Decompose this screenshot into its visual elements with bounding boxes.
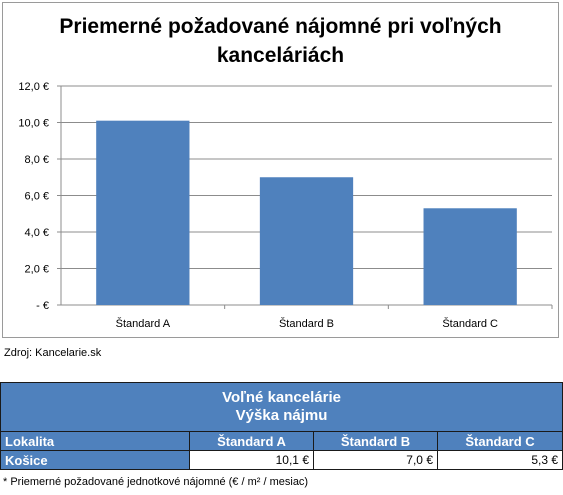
chart-title: Priemerné požadované nájomné pri voľných…	[59, 15, 502, 67]
header-standard-a: Štandard A	[189, 431, 314, 451]
y-tick-label: 10,0 €	[18, 118, 49, 130]
bar-2	[259, 177, 354, 305]
footnote: * Priemerné požadované jednotkové nájomn…	[3, 476, 309, 488]
table-header-row: Lokalita Štandard A Štandard B Štandard …	[0, 431, 563, 451]
chart-frame: Priemerné požadované nájomné pri voľných…	[2, 2, 559, 338]
header-standard-c: Štandard C	[436, 431, 563, 451]
table-title-line1: Voľné kancelárie	[222, 389, 341, 406]
header-lokalita: Lokalita	[0, 431, 190, 451]
rent-table: Voľné kancelárie Výška nájmu Lokalita Št…	[0, 382, 563, 470]
y-tick-label: 12,0 €	[18, 81, 49, 93]
cell-standard-b: 7,0 €	[313, 450, 438, 470]
bar-1	[96, 120, 190, 305]
cell-standard-c: 5,3 €	[436, 450, 563, 470]
header-standard-b: Štandard B	[313, 431, 438, 451]
x-tick-label: Štandard C	[442, 317, 498, 330]
y-tick-label: 8,0 €	[25, 154, 49, 166]
table-title-row: Voľné kancelárie Výška nájmu	[0, 382, 563, 432]
table-title: Voľné kancelárie Výška nájmu	[0, 382, 563, 432]
x-tick-label: Štandard B	[279, 317, 334, 330]
cell-standard-a: 10,1 €	[189, 450, 314, 470]
bar-chart: - € 2,0 € 4,0 € 6,0 € 8,0 € 10,0 € 12,0 € Štand…	[18, 81, 553, 330]
table-title-line2: Výška nájmu	[235, 407, 328, 424]
y-tick-label: 4,0 €	[25, 227, 49, 239]
table-row: Košice 10,1 € 7,0 € 5,3 €	[0, 450, 563, 470]
x-tick-label: Štandard A	[116, 317, 171, 330]
source-note: Zdroj: Kancelarie.sk	[4, 347, 102, 359]
y-tick-label: - €	[36, 300, 49, 312]
bar-3	[423, 208, 517, 305]
y-tick-label: 2,0 €	[25, 264, 49, 276]
y-tick-label: 6,0 €	[25, 191, 49, 203]
row-location: Košice	[0, 450, 190, 470]
